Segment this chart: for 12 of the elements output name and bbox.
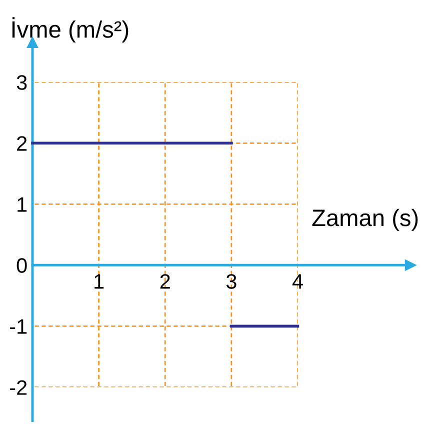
x-tick-label: 2	[160, 274, 170, 289]
y-tick-label: -1	[10, 319, 27, 334]
y-tick-label: 0	[16, 258, 27, 273]
y-tick-label: 2	[17, 136, 27, 151]
x-tick-label: 1	[94, 274, 104, 289]
y-axis-title: İvme (m/s²)	[12, 17, 128, 42]
x-tick-label: 3	[226, 274, 236, 289]
x-tick-label: 4	[292, 274, 303, 289]
y-tick-label: 1	[18, 197, 27, 212]
x-axis-title: Zaman (s)	[312, 208, 418, 231]
y-tick-label: -2	[10, 380, 27, 395]
y-tick-label: 3	[16, 75, 27, 90]
